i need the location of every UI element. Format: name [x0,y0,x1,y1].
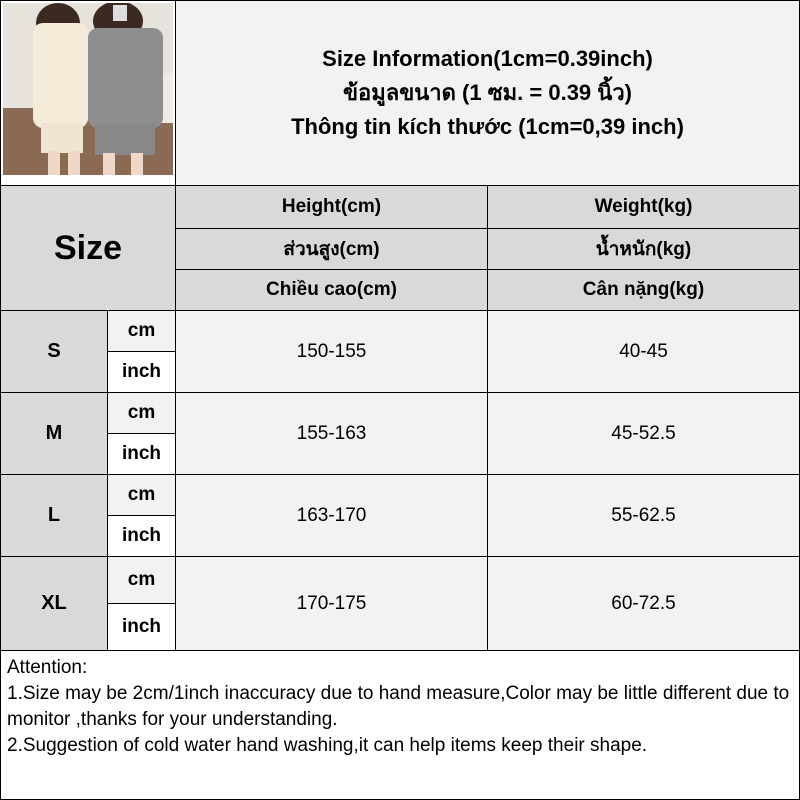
product-photo [3,3,173,175]
height-header-th: ส่วนสูง(cm) [175,228,488,270]
attention-notes: Attention: 1.Size may be 2cm/1inch inacc… [0,650,800,800]
size-xl: XL [0,556,108,651]
title-english: Size Information(1cm=0.39inch) [322,46,653,71]
note-1: 1.Size may be 2cm/1inch inaccuracy due t… [7,683,795,730]
height-m: 155-163 [175,392,488,475]
weight-s: 40-45 [487,310,800,393]
height-header-en: Height(cm) [175,185,488,229]
height-l: 163-170 [175,474,488,557]
height-xl: 170-175 [175,556,488,651]
unit-inch: inch [107,351,176,393]
height-s: 150-155 [175,310,488,393]
title-thai: ข้อมูลขนาด (1 ซม. = 0.39 นิ้ว) [342,80,632,105]
unit-cm: cm [107,310,176,352]
title-vietnamese: Thông tin kích thước (1cm=0,39 inch) [291,114,684,139]
size-l: L [0,474,108,557]
unit-inch: inch [107,433,176,475]
unit-cm: cm [107,392,176,434]
unit-cm: cm [107,474,176,516]
unit-inch: inch [107,603,176,651]
size-m: M [0,392,108,475]
weight-header-en: Weight(kg) [487,185,800,229]
size-header: Size [0,185,176,311]
weight-header-th: น้ำหนัก(kg) [487,228,800,270]
weight-header-vi: Cân nặng(kg) [487,269,800,311]
weight-m: 45-52.5 [487,392,800,475]
height-header-vi: Chiều cao(cm) [175,269,488,311]
note-2: 2.Suggestion of cold water hand washing,… [7,735,648,756]
weight-xl: 60-72.5 [487,556,800,651]
notes-heading: Attention: [7,657,88,678]
weight-l: 55-62.5 [487,474,800,557]
size-s: S [0,310,108,393]
unit-inch: inch [107,515,176,557]
title-block: Size Information(1cm=0.39inch) ข้อมูลขนา… [175,0,800,186]
unit-cm: cm [107,556,176,604]
